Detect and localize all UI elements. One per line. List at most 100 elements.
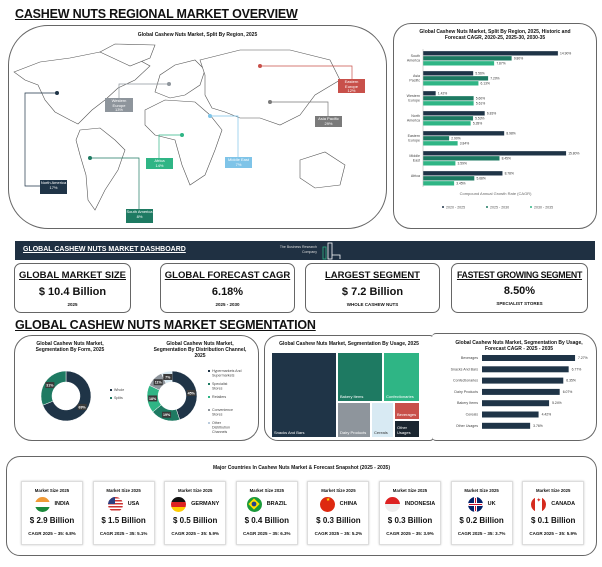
slice-label-bg [186,389,196,396]
south-america-marker [88,156,92,160]
world-map [13,43,353,211]
category-label: North [411,114,420,118]
australia-outline [299,151,346,189]
legend-label: Stores [212,387,223,391]
slice-label: 18% [149,397,157,401]
legend-label: 2020 - 2025 [446,205,465,209]
country-cagr: CAGR 2025 – 35: 6.8% [28,531,76,536]
country-cagr: CAGR 2025 – 35: 5.9% [171,531,219,536]
category-label: America [407,59,420,63]
legend-label: Channels [212,430,227,434]
bar-dairy-products [482,388,560,395]
bar-western-europe [422,100,474,106]
bar-value-label: 8.98% [506,132,515,136]
legend-marker [208,383,210,385]
category-label: Cereals [466,413,479,417]
legend-label: Distribution [212,426,230,430]
form-title: Global Cashew Nuts Market, Segmentation … [35,341,105,353]
slice-splits [40,370,67,406]
region-cagr-title: Global Cashew Nuts Market, Split By Regi… [419,29,571,41]
country-name: CANADA [551,501,576,507]
bar-value-label: 8.78% [505,172,514,176]
bar-value-label: 7.87% [496,62,505,66]
dashboard-header: GLOBAL CASHEW NUTS MARKET DASHBOARD The … [15,241,595,260]
legend-label: Stores [212,413,223,417]
country-card-canada: Market Size 2025 ✦ CANADA $ 0.1 Billion C… [522,481,585,545]
market-size-label: Market Size 2025 [321,488,356,493]
bar-north-america [422,110,486,116]
uk-flag-icon [467,496,483,512]
europe-outline [154,59,206,99]
asia-pacific-marker [268,100,272,104]
bar-asia-pacific [422,80,479,86]
label-western-europe: Western Europe 13% [105,98,133,112]
bar-value-label: 6.35% [566,379,576,383]
label-north-america: North America 17% [40,180,67,194]
market-size-label: Market Size 2025 [392,488,428,493]
card-fastest-segment: FASTEST GROWING SEGMENT 8.50% SPECIALIST S… [451,263,588,313]
legend-label: Convenience [212,408,233,412]
bar-asia-pacific [422,75,489,81]
category-label: Europe [408,99,420,103]
bar-western-europe [422,90,437,96]
treemap-confectionaries: Confectionaries [383,352,420,402]
market-size-label: Market Size 2025 [249,488,284,493]
category-label: East [413,159,420,163]
channel-donut: 45% 19% 18% 11%7% Hypermarkets AndSupermarke… [146,369,242,434]
slice-label-bg [162,411,172,418]
africa-outline [144,99,223,186]
legend-marker [530,206,532,208]
usage-cagr-chart: Beverages 7.27% Snacks And Bars 6.77% Confec… [451,355,588,429]
bar-value-label: 6.07% [563,390,573,394]
bar-eastern-europe [422,140,458,146]
bar-eastern-europe [422,135,450,141]
market-size-label: Market Size 2025 [106,488,141,493]
country-card-china: Market Size 2025 ★ CHINA $ 0.3 Billion CA… [307,481,370,545]
bar-value-label: 6.77% [572,367,582,371]
greenland-outline [99,43,156,67]
legend-marker [442,206,444,208]
slice-label-bg [148,395,158,402]
bar-value-label: 7.27% [578,356,588,360]
bar-value-label: 5.53% [475,117,484,121]
country-market-size: $ 0.1 Billion [530,516,576,525]
bar-africa [422,175,475,181]
country-name: GERMANY [191,501,220,507]
country-cagr: CAGR 2025 – 35: 5.9% [529,531,577,536]
legend-label: Specialist [212,382,227,386]
x-axis-label: Compound Annual Growth Rate (CAGR) [460,191,532,196]
bar-value-label: 6.83% [487,112,496,116]
bar-value-label: 5.56% [475,72,484,76]
countries-panel: Major Countries In Cashew Nuts Market & … [6,456,597,556]
category-label: Pacific [409,79,420,83]
country-market-size: $ 1.5 Billion [101,516,146,525]
country-card-indonesia: Market Size 2025 INDONESIA $ 0.3 Billion… [379,481,441,545]
card-largest-segment: LARGEST SEGMENT $ 7.2 Billion WHOLE CASHEW… [305,263,440,313]
treemap-cereals: Cereals [371,402,394,438]
bar-value-label: 3.59% [458,162,467,166]
asia-outline [199,49,341,126]
bar-north-america [422,115,474,121]
category-label: Snacks And Bars [451,367,479,371]
bar-value-label: 5.60% [476,97,485,101]
legend-label: 2025 - 2030 [490,205,509,209]
bar-western-europe [422,95,474,101]
country-name: UK [487,501,496,507]
germany-flag-icon [171,496,187,512]
africa-marker [180,133,184,137]
country-name: INDONESIA [404,501,436,507]
country-card-germany: Market Size 2025 GERMANY $ 0.5 Billion C… [164,481,227,545]
slice-label: 7% [165,375,171,379]
slice-label: 69% [79,405,87,409]
western-europe-marker [167,82,171,86]
bar-africa [422,170,503,176]
country-market-size: $ 0.3 Billion [316,516,361,525]
bar-cereals [482,411,539,418]
label-africa: Africa 14% [146,158,173,169]
country-market-size: $ 0.4 Billion [244,516,290,525]
country-market-size: $ 0.2 Billion [459,516,504,525]
bar-value-label: 8.45% [502,157,511,161]
india-flag-icon [34,496,50,512]
logo-bars-icon [322,242,341,260]
legend-marker [208,422,210,424]
